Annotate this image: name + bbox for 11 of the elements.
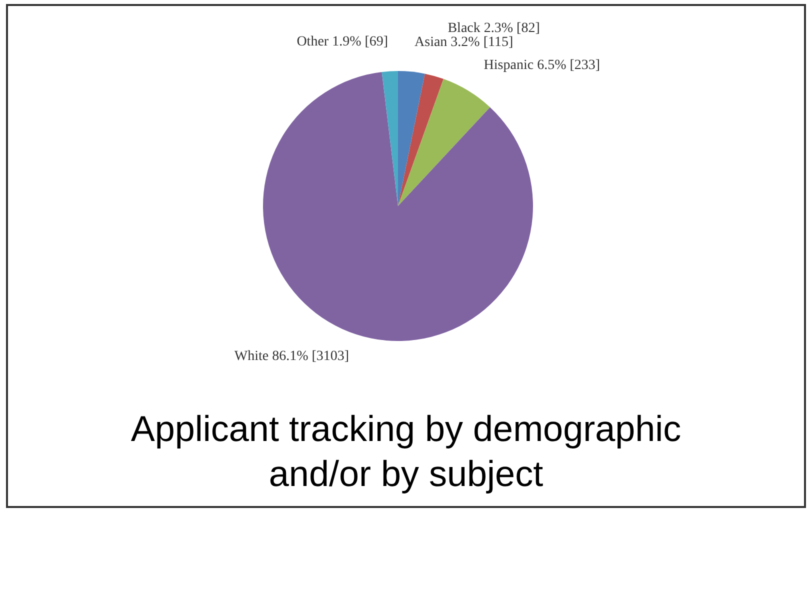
slice-label: Other 1.9% [69] <box>296 34 388 50</box>
pie-slice <box>398 71 425 206</box>
slice-label: White 86.1% [3103] <box>234 349 350 364</box>
pie-slice <box>382 71 398 206</box>
slice-label: Asian 3.2% [115] <box>414 34 514 50</box>
slice-label: Hispanic 6.5% [233] <box>484 58 600 74</box>
pie-slice <box>263 72 533 341</box>
text: Applicant tracking by demographic and/or by subject <box>130 407 682 496</box>
pie-slice <box>398 78 490 206</box>
slice-label: Black 2.3% [82] <box>448 20 540 36</box>
pie-slice <box>398 74 444 206</box>
